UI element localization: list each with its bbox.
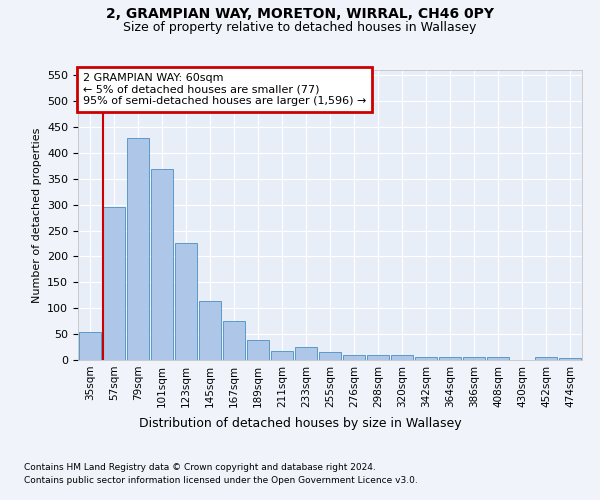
Text: 2 GRAMPIAN WAY: 60sqm
← 5% of detached houses are smaller (77)
95% of semi-detac: 2 GRAMPIAN WAY: 60sqm ← 5% of detached h…: [83, 73, 367, 106]
Bar: [127, 138, 149, 360]
Y-axis label: Number of detached properties: Number of detached properties: [32, 128, 41, 302]
Bar: [151, 170, 173, 360]
Text: Contains HM Land Registry data © Crown copyright and database right 2024.: Contains HM Land Registry data © Crown c…: [24, 462, 376, 471]
Bar: [391, 355, 413, 360]
Bar: [559, 358, 581, 360]
Text: 2, GRAMPIAN WAY, MORETON, WIRRAL, CH46 0PY: 2, GRAMPIAN WAY, MORETON, WIRRAL, CH46 0…: [106, 8, 494, 22]
Bar: [535, 358, 557, 360]
Bar: [367, 355, 389, 360]
Text: Size of property relative to detached houses in Wallasey: Size of property relative to detached ho…: [124, 21, 476, 34]
Text: Distribution of detached houses by size in Wallasey: Distribution of detached houses by size …: [139, 418, 461, 430]
Bar: [415, 357, 437, 360]
Bar: [319, 352, 341, 360]
Bar: [343, 355, 365, 360]
Text: Contains public sector information licensed under the Open Government Licence v3: Contains public sector information licen…: [24, 476, 418, 485]
Bar: [271, 351, 293, 360]
Bar: [223, 321, 245, 360]
Bar: [463, 358, 485, 360]
Bar: [175, 244, 197, 360]
Bar: [103, 207, 125, 360]
Bar: [487, 358, 509, 360]
Bar: [247, 340, 269, 360]
Bar: [439, 358, 461, 360]
Bar: [295, 346, 317, 360]
Bar: [199, 302, 221, 360]
Bar: [79, 332, 101, 360]
